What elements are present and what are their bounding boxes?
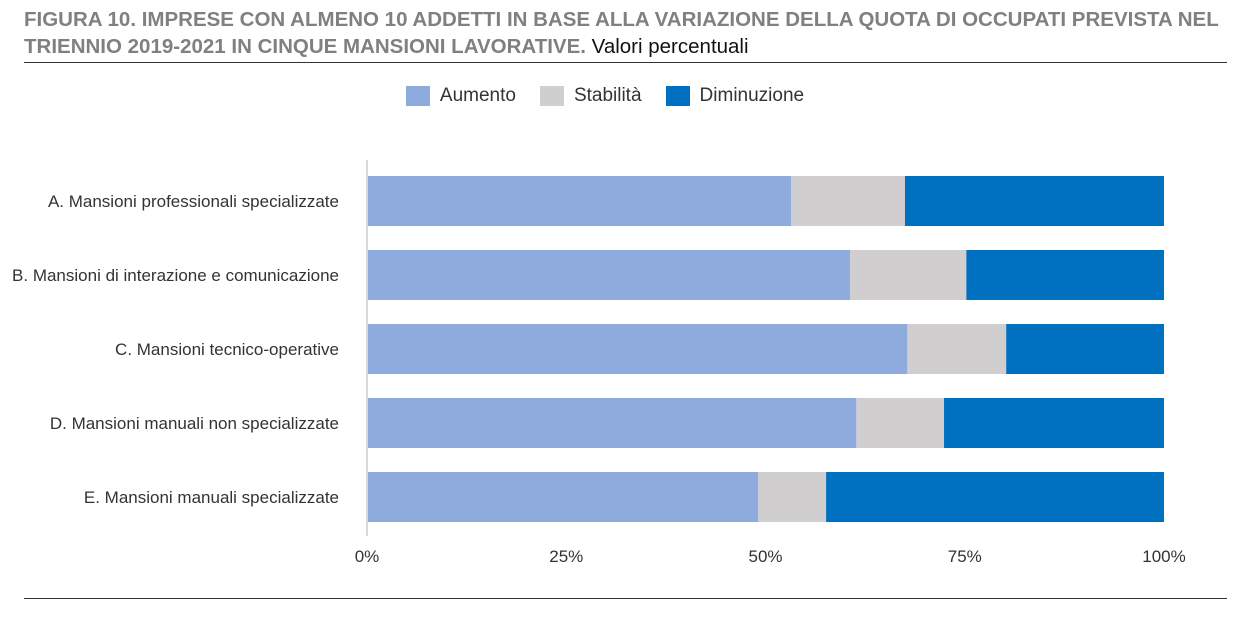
category-label: A. Mansioni professionali specializzate	[48, 192, 339, 211]
bar-stabilita-1	[791, 176, 905, 226]
bar-aumento-3	[367, 324, 908, 374]
bar-stabilita-5	[758, 472, 827, 522]
legend-item-diminuzione: Diminuzione	[665, 85, 805, 107]
legend-item-stabilita: Stabilità	[539, 85, 642, 107]
bar-stabilita-4	[856, 398, 945, 448]
category-label: B. Mansioni di interazione e comunicazio…	[12, 266, 339, 285]
legend-swatch-stabilita	[539, 86, 564, 106]
x-tick-label: 75%	[948, 547, 982, 566]
category-label: D. Mansioni manuali non specializzate	[50, 414, 339, 433]
legend-label-diminuzione: Diminuzione	[699, 85, 805, 106]
x-tick-label: 100%	[1142, 547, 1185, 566]
x-tick-label: 0%	[355, 547, 380, 566]
x-tick-label: 50%	[748, 547, 782, 566]
legend-label-aumento: Aumento	[439, 85, 516, 106]
chart-title-subtitle: Valori percentuali	[591, 35, 749, 58]
chart-title-bold: FIGURA 10. IMPRESE CON ALMENO 10 ADDETTI…	[24, 8, 1219, 58]
x-tick-label: 25%	[549, 547, 583, 566]
bar-diminuzione-3	[1006, 324, 1164, 374]
bar-stabilita-2	[849, 250, 967, 300]
legend-swatch-diminuzione	[665, 86, 690, 106]
bar-diminuzione-1	[904, 176, 1164, 226]
bar-diminuzione-2	[966, 250, 1164, 300]
bar-stabilita-3	[907, 324, 1007, 374]
bar-diminuzione-5	[826, 472, 1164, 522]
bar-aumento-1	[367, 176, 792, 226]
bottom-divider	[24, 598, 1227, 599]
legend-label-stabilita: Stabilità	[573, 85, 642, 106]
category-label: C. Mansioni tecnico-operative	[115, 340, 339, 359]
top-divider	[24, 62, 1227, 63]
bar-aumento-2	[367, 250, 850, 300]
chart-title: FIGURA 10. IMPRESE CON ALMENO 10 ADDETTI…	[24, 6, 1229, 60]
legend-item-aumento: Aumento	[405, 85, 516, 107]
bar-aumento-4	[367, 398, 857, 448]
bar-diminuzione-4	[944, 398, 1164, 448]
category-label: E. Mansioni manuali specializzate	[84, 488, 339, 507]
legend-swatch-aumento	[405, 86, 430, 106]
bar-aumento-5	[367, 472, 759, 522]
legend: Aumento Stabilità Diminuzione	[0, 85, 1223, 107]
